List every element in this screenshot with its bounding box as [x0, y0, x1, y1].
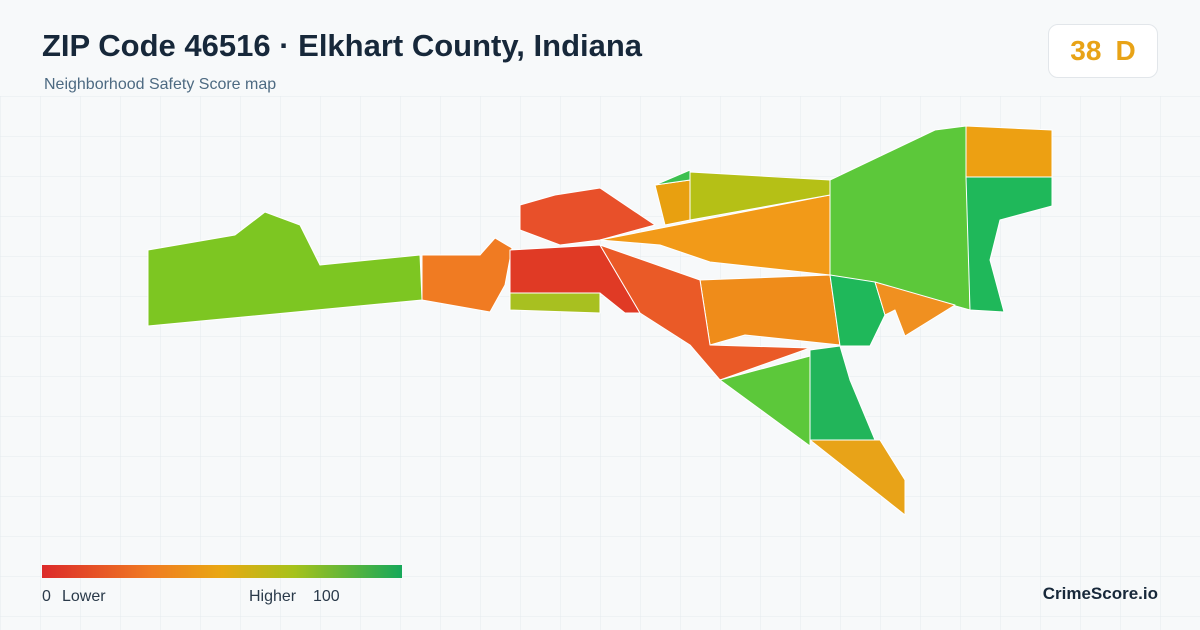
- region: [519, 187, 656, 246]
- region: [599, 244, 811, 381]
- region: [699, 274, 841, 346]
- legend-gradient: [42, 565, 402, 578]
- region: [965, 125, 1053, 178]
- legend-min: 0: [42, 588, 51, 605]
- score: 38: [1070, 35, 1102, 66]
- region: [147, 211, 423, 327]
- region: [874, 281, 956, 337]
- regions: [147, 125, 1053, 516]
- title: ZIP Code 46516 · Elkhart County, Indiana: [42, 28, 643, 63]
- brand: CrimeScore.io: [1042, 584, 1158, 603]
- legend-min-label: Lower: [62, 588, 106, 605]
- region: [965, 176, 1053, 313]
- region: [654, 169, 691, 186]
- region: [829, 274, 886, 347]
- score-badge: 38 D: [1048, 24, 1158, 78]
- region: [809, 345, 876, 441]
- legend-max-label: Higher: [249, 588, 297, 605]
- region: [809, 439, 906, 516]
- legend-max: 100: [313, 588, 340, 605]
- grade: D: [1115, 35, 1136, 66]
- region: [509, 292, 601, 314]
- region: [599, 194, 831, 276]
- region: [421, 237, 513, 313]
- subtitle: Neighborhood Safety Score map: [44, 76, 277, 93]
